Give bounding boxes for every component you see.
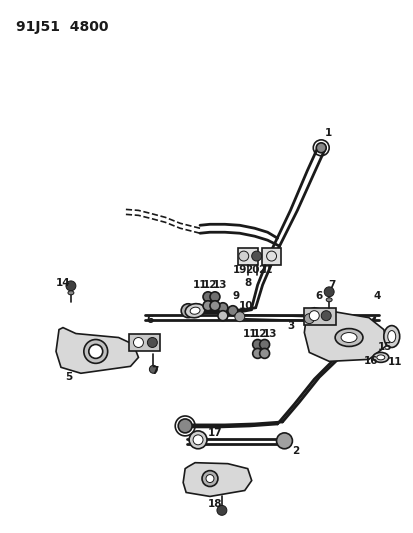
Circle shape: [83, 340, 107, 364]
Ellipse shape: [376, 355, 384, 360]
Text: 12: 12: [202, 280, 217, 290]
Circle shape: [202, 301, 212, 311]
Circle shape: [216, 505, 226, 515]
Circle shape: [202, 292, 212, 302]
Text: 14: 14: [55, 278, 70, 288]
Text: 5: 5: [65, 372, 72, 382]
Text: 15: 15: [377, 343, 391, 352]
Circle shape: [209, 301, 219, 311]
Text: 18: 18: [207, 499, 222, 510]
Circle shape: [238, 251, 248, 261]
Polygon shape: [183, 463, 251, 496]
Circle shape: [259, 349, 269, 358]
Polygon shape: [128, 334, 160, 351]
Circle shape: [227, 306, 237, 316]
Text: 12: 12: [252, 328, 266, 338]
Text: 1: 1: [324, 128, 331, 138]
Text: 13: 13: [262, 328, 276, 338]
Circle shape: [181, 304, 195, 318]
Text: 7: 7: [151, 366, 159, 376]
Circle shape: [304, 314, 313, 324]
Ellipse shape: [325, 298, 331, 302]
Text: 19: 19: [232, 265, 247, 275]
Text: 10: 10: [238, 301, 252, 311]
Ellipse shape: [68, 291, 74, 295]
Text: 20: 20: [245, 265, 259, 275]
Text: 3: 3: [287, 321, 294, 330]
Circle shape: [276, 433, 292, 449]
Text: 8: 8: [244, 278, 251, 288]
Text: 13: 13: [212, 280, 227, 290]
Ellipse shape: [340, 333, 356, 343]
Circle shape: [189, 431, 206, 449]
Polygon shape: [304, 308, 335, 325]
Circle shape: [192, 435, 202, 445]
Text: 9: 9: [232, 291, 239, 301]
Circle shape: [234, 312, 244, 321]
Ellipse shape: [335, 328, 362, 346]
Circle shape: [206, 474, 214, 482]
Circle shape: [309, 311, 318, 321]
Text: 16: 16: [363, 357, 377, 366]
Text: 6: 6: [146, 314, 154, 325]
Text: 11: 11: [192, 280, 207, 290]
Circle shape: [178, 419, 192, 433]
Circle shape: [133, 337, 143, 348]
Text: 21: 21: [258, 265, 272, 275]
Polygon shape: [261, 248, 281, 265]
Text: 7: 7: [328, 280, 335, 290]
Text: 17: 17: [207, 428, 222, 438]
Circle shape: [217, 303, 227, 313]
Text: 4: 4: [372, 291, 380, 301]
Circle shape: [252, 340, 262, 350]
Polygon shape: [237, 248, 257, 265]
Circle shape: [217, 311, 227, 321]
Circle shape: [66, 281, 76, 291]
Polygon shape: [56, 328, 138, 373]
Ellipse shape: [190, 307, 199, 314]
Text: 11: 11: [387, 357, 401, 367]
Ellipse shape: [372, 352, 388, 362]
Text: 11: 11: [242, 328, 256, 338]
Circle shape: [88, 344, 102, 358]
Ellipse shape: [185, 304, 204, 318]
Ellipse shape: [383, 326, 399, 348]
Circle shape: [202, 471, 217, 487]
Circle shape: [320, 311, 330, 321]
Circle shape: [316, 143, 325, 153]
Circle shape: [149, 365, 157, 373]
Ellipse shape: [387, 330, 395, 343]
Circle shape: [252, 349, 262, 358]
Text: 2: 2: [291, 446, 298, 456]
Circle shape: [259, 340, 269, 350]
Circle shape: [251, 251, 261, 261]
Circle shape: [209, 292, 219, 302]
Text: 91J51  4800: 91J51 4800: [16, 20, 109, 34]
Circle shape: [147, 337, 157, 348]
Circle shape: [323, 287, 333, 297]
Polygon shape: [304, 308, 386, 361]
Text: 6: 6: [315, 291, 322, 301]
